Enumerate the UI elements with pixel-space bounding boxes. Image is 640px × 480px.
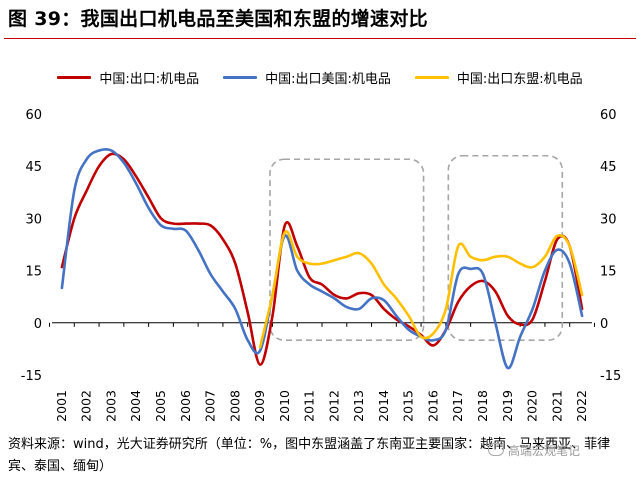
x-tick-label: 2005 — [153, 390, 168, 422]
x-tick-label: 2004 — [128, 390, 143, 422]
x-tick-label: 2015 — [401, 390, 416, 422]
legend-item-asean: 中国:出口东盟:机电品 — [414, 66, 583, 88]
y-left-tick-label: 30 — [25, 212, 42, 227]
watermark-text: 高端宏观笔记 — [508, 444, 581, 458]
legend-item-us: 中国:出口美国:机电品 — [223, 66, 391, 88]
watermark: 高端宏观笔记 — [488, 442, 580, 459]
highlight-box — [447, 154, 564, 341]
x-tick-label: 2011 — [302, 390, 317, 422]
y-right-tick-label: 0 — [600, 317, 608, 332]
x-tick-label: 2003 — [103, 390, 118, 422]
x-tick-label: 2019 — [500, 390, 515, 422]
legend-swatch-china — [57, 75, 92, 79]
x-tick-label: 2018 — [475, 390, 490, 422]
x-tick-label: 2020 — [525, 390, 540, 422]
x-tick-label: 2014 — [376, 390, 391, 422]
y-left-tick-label: 15 — [25, 265, 42, 280]
x-tick-label: 2017 — [450, 390, 465, 422]
y-right-tick-label: 60 — [600, 108, 617, 123]
chart-legend: 中国:出口:机电品 中国:出口美国:机电品 中国:出口东盟:机电品 — [0, 66, 640, 88]
series-line-us — [60, 147, 584, 370]
legend-item-china: 中国:出口:机电品 — [57, 66, 199, 88]
x-tick-label: 2006 — [178, 390, 193, 422]
series-line-asean — [258, 229, 584, 349]
title-underline — [4, 38, 636, 39]
y-left-tick-label: 0 — [34, 317, 42, 332]
x-tick-label: 2010 — [277, 390, 292, 422]
y-left-tick-label: 45 — [25, 160, 42, 175]
x-tick-label: 2002 — [79, 390, 94, 422]
x-tick-label: 2013 — [351, 390, 366, 422]
y-left-tick-label: -15 — [21, 369, 42, 384]
legend-swatch-us — [223, 75, 258, 79]
source-note: 资料来源：wind，光大证券研究所（单位：%，图中东盟涵盖了东南亚主要国家：越南… — [8, 437, 611, 474]
y-left-tick-label: 60 — [25, 108, 42, 123]
chart-title: 图 39：我国出口机电品至美国和东盟的增速对比 — [8, 8, 428, 30]
y-right-tick-label: 45 — [600, 160, 617, 175]
line-chart: -15 0 15 30 45 60 -15 0 15 30 45 60 2001 2002 2003 2004… — [21, 108, 621, 422]
wechat-icon — [488, 443, 504, 456]
x-tick-label: 2009 — [252, 390, 267, 422]
x-tick-label: 2022 — [574, 390, 589, 422]
x-tick-label: 2016 — [425, 390, 440, 422]
x-tick-label: 2021 — [549, 390, 564, 422]
y-right-tick-label: 30 — [600, 212, 617, 227]
legend-swatch-asean — [414, 75, 449, 79]
series-line-china — [60, 152, 584, 366]
highlight-box — [269, 158, 425, 342]
x-tick-label: 2012 — [326, 390, 341, 422]
x-tick-label: 2001 — [54, 390, 69, 422]
x-tick-label: 2007 — [203, 390, 218, 422]
y-right-tick-label: -15 — [600, 369, 621, 384]
legend-label-asean: 中国:出口东盟:机电品 — [456, 71, 583, 87]
legend-label-us: 中国:出口美国:机电品 — [265, 71, 391, 87]
legend-label-china: 中国:出口:机电品 — [99, 71, 200, 87]
y-right-tick-label: 15 — [600, 265, 617, 280]
x-tick-label: 2008 — [227, 390, 242, 422]
